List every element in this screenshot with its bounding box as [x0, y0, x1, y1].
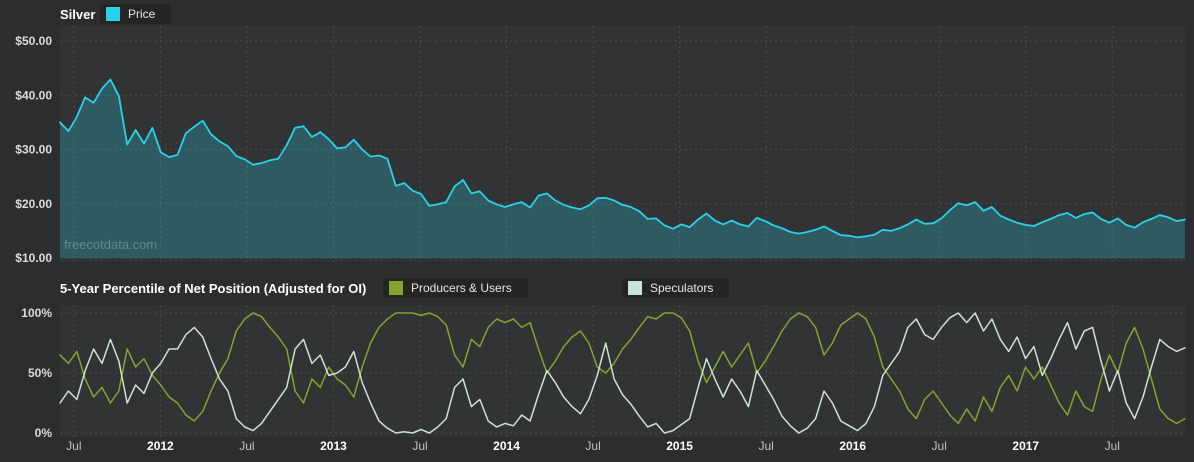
svg-text:2016: 2016	[839, 439, 866, 453]
speculators-legend-label: Speculators	[650, 281, 714, 295]
percentile-panel: 5-Year Percentile of Net Position (Adjus…	[0, 272, 1194, 462]
svg-text:Jul: Jul	[239, 439, 254, 453]
svg-text:2014: 2014	[493, 439, 520, 453]
price-legend-swatch	[106, 7, 120, 21]
svg-text:$30.00: $30.00	[15, 143, 52, 157]
svg-text:2012: 2012	[147, 439, 174, 453]
speculators-legend-item[interactable]: Speculators	[622, 278, 730, 298]
price-panel-title: Silver	[60, 7, 96, 22]
svg-text:$50.00: $50.00	[15, 34, 52, 48]
price-legend-label: Price	[128, 7, 156, 21]
svg-text:2017: 2017	[1012, 439, 1039, 453]
producers-legend-label: Producers & Users	[411, 281, 512, 295]
producers-legend-item[interactable]: Producers & Users	[383, 278, 528, 298]
svg-text:Jul: Jul	[585, 439, 600, 453]
svg-text:Jul: Jul	[1105, 439, 1120, 453]
svg-text:2015: 2015	[666, 439, 693, 453]
svg-text:100%: 100%	[21, 306, 52, 320]
percentile-panel-title: 5-Year Percentile of Net Position (Adjus…	[60, 281, 367, 296]
svg-text:Jul: Jul	[412, 439, 427, 453]
producers-legend-swatch	[389, 281, 403, 295]
price-legend-item[interactable]: Price	[100, 4, 172, 24]
svg-text:Jul: Jul	[66, 439, 81, 453]
watermark: freecotdata.com	[64, 237, 158, 252]
svg-text:$40.00: $40.00	[15, 88, 52, 102]
svg-text:$10.00: $10.00	[15, 251, 52, 265]
svg-text:0%: 0%	[35, 426, 53, 440]
svg-text:50%: 50%	[28, 366, 52, 380]
speculators-legend-swatch	[628, 281, 642, 295]
price-panel: Silver Price $10.00 $20.00 $30.00 $40.00 $50…	[0, 0, 1194, 272]
svg-text:$20.00: $20.00	[15, 197, 52, 211]
svg-text:Jul: Jul	[758, 439, 773, 453]
svg-text:Jul: Jul	[932, 439, 947, 453]
percentile-chart[interactable]: Jul 2012 Jul 2013 Jul 2014 Jul 2015 Jul 2016 Jul 20…	[0, 272, 1194, 462]
svg-text:2013: 2013	[320, 439, 347, 453]
price-chart[interactable]: $10.00 $20.00 $30.00 $40.00 $50.00	[0, 0, 1194, 272]
